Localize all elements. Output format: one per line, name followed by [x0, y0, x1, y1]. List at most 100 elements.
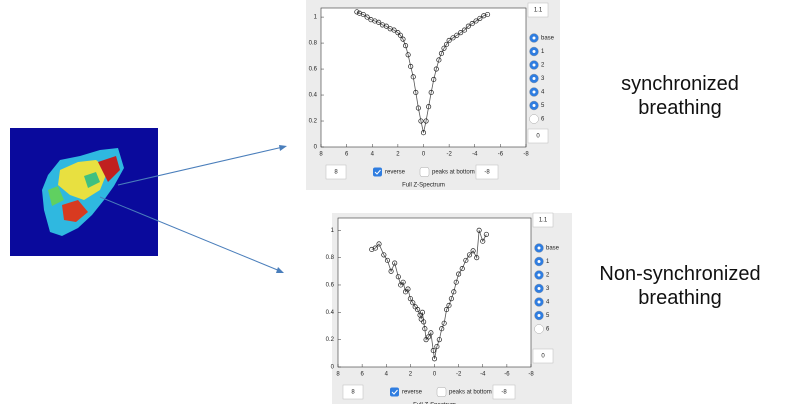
input-box	[342, 384, 364, 400]
input-value: -8	[501, 390, 507, 396]
x-tick-label: 6	[360, 372, 364, 378]
radio-dot	[532, 50, 536, 53]
data-point	[383, 23, 389, 29]
data-point	[444, 41, 450, 47]
checkbox	[390, 387, 399, 397]
radio-dot	[532, 77, 536, 80]
x-tick-label: -4	[472, 152, 478, 158]
data-point	[428, 330, 434, 336]
heatmap-region	[58, 160, 108, 200]
radio-label: 2	[546, 273, 550, 279]
input-box	[527, 128, 549, 144]
data-line	[356, 11, 488, 133]
heatmap-region	[98, 156, 120, 182]
y-tick-label: 0.2	[309, 119, 318, 125]
data-point	[407, 296, 413, 302]
data-point	[408, 63, 414, 70]
annotation: Non-synchronized breathing	[599, 263, 761, 309]
data-point	[381, 252, 387, 258]
data-point	[466, 252, 473, 258]
checkmark	[374, 169, 381, 175]
data-point	[436, 337, 442, 343]
data-point	[400, 36, 406, 42]
data-point	[474, 255, 480, 261]
input-value: 8	[334, 170, 338, 176]
y-tick-label: 1	[314, 15, 318, 21]
y-tick-label: 0.6	[309, 67, 318, 73]
data-point	[384, 257, 391, 263]
data-point	[477, 15, 483, 21]
data-point	[405, 52, 411, 58]
input-value: 8	[351, 390, 355, 396]
chart-panel: 0 0.2 0.4 0.6 0.8 1 8 6 4 2 0 -2 -4 -6 -8 Full Z-Spectr…	[326, 212, 572, 404]
checkbox-label: peaks at bottom	[449, 390, 492, 396]
arrow-head	[279, 145, 287, 151]
data-point	[410, 300, 416, 306]
annotation: synchronized breathing	[621, 73, 739, 119]
radio-label: 3	[546, 286, 550, 292]
radio-label: base	[546, 246, 560, 252]
data-point	[364, 14, 370, 20]
y-tick-label: 0.8	[309, 41, 318, 47]
x-tick-label: -6	[504, 372, 510, 378]
checkbox-label: reverse	[402, 390, 423, 396]
data-point	[388, 268, 394, 274]
data-point	[444, 307, 450, 313]
data-point	[420, 130, 427, 136]
data-point	[446, 302, 452, 309]
y-tick-label: 0.4	[309, 93, 318, 99]
input-box	[325, 164, 347, 180]
x-tick-label: 0	[433, 372, 437, 378]
input-box	[527, 2, 549, 18]
x-tick-label: -2	[446, 152, 452, 158]
data-point	[391, 27, 397, 33]
radio-dot	[537, 246, 541, 250]
input-box	[475, 164, 499, 180]
data-point	[418, 118, 424, 124]
x-tick-label: 2	[409, 372, 413, 378]
radio-button	[534, 324, 544, 334]
data-line	[371, 230, 487, 359]
y-tick-label: 0	[314, 145, 318, 151]
radio-dot	[532, 63, 536, 67]
radio-dot	[532, 90, 536, 94]
data-point	[465, 23, 471, 29]
input-value: 0	[536, 134, 540, 140]
plot-area	[320, 7, 527, 148]
x-tick-label: -8	[528, 372, 534, 378]
x-tick-label: -4	[480, 372, 486, 378]
heatmap-region	[48, 186, 64, 206]
x-axis-label: Full Z-Spectrum	[402, 183, 445, 189]
data-point	[433, 66, 439, 72]
data-point	[403, 43, 409, 49]
y-tick-label: 0.4	[326, 310, 335, 316]
heatmap-region	[62, 200, 88, 222]
x-tick-label: 4	[371, 152, 375, 158]
x-tick-label: 6	[345, 152, 349, 158]
checkbox-label: reverse	[385, 170, 406, 176]
data-point	[415, 105, 421, 111]
checkmark	[391, 389, 398, 395]
data-point	[413, 89, 419, 95]
data-point	[428, 89, 434, 95]
arrows	[99, 145, 287, 273]
arrow	[117, 146, 284, 186]
data-point	[476, 227, 482, 233]
data-point	[470, 248, 476, 254]
checkbox-label: peaks at bottom	[432, 170, 475, 176]
data-point	[392, 260, 398, 266]
data-point	[376, 19, 382, 25]
checkbox	[419, 167, 430, 177]
data-point	[434, 343, 440, 350]
data-point	[400, 279, 406, 285]
data-point	[441, 320, 447, 326]
data-point	[473, 18, 479, 24]
radio-dot	[537, 260, 541, 263]
data-point	[456, 271, 462, 277]
y-tick-label: 0.6	[326, 283, 335, 289]
data-point	[395, 30, 401, 36]
radio-label: 4	[541, 90, 545, 96]
input-value: 1.1	[534, 8, 543, 14]
plot-area	[337, 217, 532, 368]
data-point	[459, 266, 465, 272]
